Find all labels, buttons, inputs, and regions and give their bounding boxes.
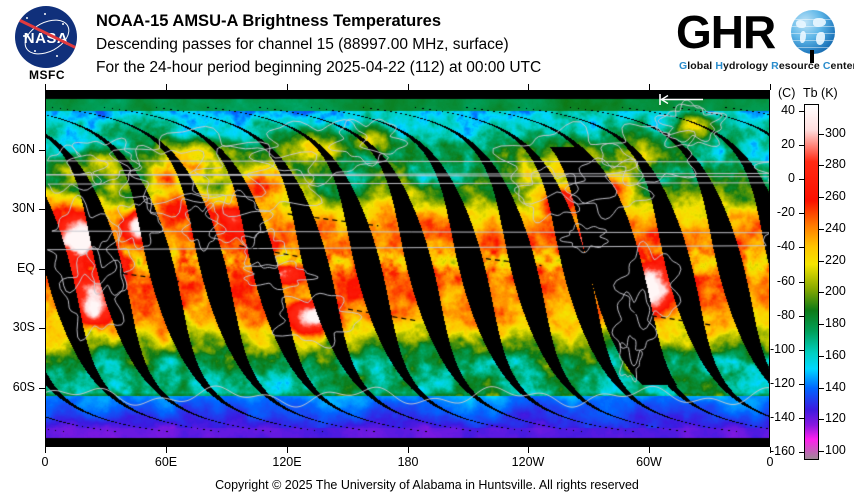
axis-tick-longitude (287, 447, 288, 453)
colorbar-label-kelvin: 160 (825, 348, 846, 362)
colorbar-label-celsius: 40 (781, 103, 795, 117)
axis-label-longitude: 0 (41, 455, 49, 469)
colorbar-label-celsius: -60 (776, 274, 795, 288)
colorbar-label-kelvin: 200 (825, 284, 846, 298)
colorbar-label-kelvin: 240 (825, 221, 846, 235)
axis-tick-latitude (39, 388, 45, 389)
globe-stand (810, 50, 814, 63)
colorbar-tick-kelvin (818, 388, 824, 389)
colorbar-label-celsius: -40 (776, 239, 795, 253)
colorbar-label-kelvin: 100 (825, 443, 846, 457)
colorbar-tick-kelvin (818, 356, 824, 357)
colorbar-label-kelvin: 120 (825, 411, 846, 425)
copyright-footer: Copyright © 2025 The University of Alaba… (215, 478, 639, 492)
colorbar-label-celsius: -100 (769, 342, 795, 356)
ghrc-tagline: Global Hydrology Resource Center (679, 60, 854, 72)
axis-tick-longitude-top (166, 84, 167, 90)
colorbar-label-kelvin: 220 (825, 253, 846, 267)
colorbar-tick-celsius (799, 282, 805, 283)
colorbar-label-kelvin: 140 (825, 380, 846, 394)
colorbar-label-kelvin: 260 (825, 189, 846, 203)
colorbar-kelvin-header: Tb (K) (803, 86, 838, 100)
colorbar-tick-kelvin (818, 229, 824, 230)
colorbar (804, 104, 819, 460)
axis-tick-longitude (528, 447, 529, 453)
axis-tick-longitude-top (287, 84, 288, 90)
axis-tick-latitude (39, 328, 45, 329)
map-plot-area[interactable] (45, 90, 770, 447)
colorbar-label-kelvin: 180 (825, 316, 846, 330)
colorbar-tick-celsius (799, 384, 805, 385)
nasa-msfc-logo: NASA MSFC (8, 6, 86, 84)
axis-label-longitude: 120E (272, 455, 302, 469)
colorbar-tick-kelvin (818, 197, 824, 198)
axis-label-longitude: 60E (154, 455, 178, 469)
colorbar-label-celsius: 20 (781, 137, 795, 151)
title-block: NOAA-15 AMSU-A Brightness Temperatures D… (96, 10, 616, 79)
ghrc-wordmark: GHR (676, 6, 776, 58)
axis-tick-longitude (166, 447, 167, 453)
colorbar-celsius-header: (C) (778, 86, 796, 100)
axis-tick-latitude (39, 209, 45, 210)
colorbar-tick-celsius (799, 452, 805, 453)
colorbar-tick-celsius (799, 213, 805, 214)
globe-icon (791, 10, 835, 54)
colorbar-tick-celsius (799, 247, 805, 248)
axis-label-longitude: 0 (766, 455, 774, 469)
axis-label-longitude: 180 (397, 455, 419, 469)
axis-tick-longitude-top (45, 84, 46, 90)
subtitle-period: For the 24-hour period beginning 2025-04… (96, 59, 542, 76)
axis-tick-longitude-top (770, 84, 771, 90)
colorbar-tick-celsius (799, 316, 805, 317)
axis-tick-latitude (39, 269, 45, 270)
nasa-wordmark: NASA (23, 30, 69, 47)
axis-tick-longitude-top (649, 84, 650, 90)
page-title: NOAA-15 AMSU-A Brightness Temperatures (96, 12, 442, 30)
colorbar-tick-celsius (799, 179, 805, 180)
colorbar-tick-kelvin (818, 134, 824, 135)
axis-label-longitude: 60W (636, 455, 662, 469)
nasa-meatball-icon: NASA (15, 6, 77, 68)
colorbar-tick-kelvin (818, 165, 824, 166)
colorbar-tick-kelvin (818, 451, 824, 452)
axis-tick-longitude-top (528, 84, 529, 90)
ghrc-logo: GHR Global Hydrology Resource Center (676, 6, 854, 80)
colorbar-tick-celsius (799, 145, 805, 146)
colorbar-label-kelvin: 280 (825, 157, 846, 171)
colorbar-tick-kelvin (818, 419, 824, 420)
axis-tick-longitude (770, 447, 771, 453)
colorbar-tick-kelvin (818, 261, 824, 262)
axis-tick-longitude (408, 447, 409, 453)
colorbar-tick-kelvin (818, 292, 824, 293)
axis-label-latitude: 60N (12, 142, 35, 156)
subtitle-channel: Descending passes for channel 15 (88997.… (96, 36, 509, 53)
colorbar-tick-celsius (799, 350, 805, 351)
axis-label-latitude: 60S (12, 380, 35, 394)
axis-tick-longitude (45, 447, 46, 453)
axis-tick-latitude (39, 150, 45, 151)
colorbar-tick-kelvin (818, 324, 824, 325)
colorbar-label-celsius: -140 (769, 410, 795, 424)
colorbar-gradient (805, 105, 818, 459)
colorbar-label-celsius: -120 (769, 376, 795, 390)
nasa-stars (15, 6, 77, 68)
colorbar-label-kelvin: 300 (825, 126, 846, 140)
colorbar-label-celsius: -160 (769, 444, 795, 458)
axis-label-latitude: 30N (12, 201, 35, 215)
axis-label-longitude: 120W (511, 455, 545, 469)
axis-label-latitude: EQ (16, 261, 35, 275)
axis-tick-longitude (649, 447, 650, 453)
swath-direction-arrow-icon (659, 94, 703, 105)
colorbar-label-celsius: -80 (776, 308, 795, 322)
axis-tick-longitude-top (408, 84, 409, 90)
axis-label-latitude: 30S (12, 320, 35, 334)
nasa-center-label: MSFC (29, 68, 65, 82)
colorbar-tick-celsius (799, 418, 805, 419)
brightness-temperature-map[interactable] (46, 91, 769, 446)
colorbar-tick-celsius (799, 111, 805, 112)
colorbar-label-celsius: 0 (788, 171, 795, 185)
colorbar-label-celsius: -20 (776, 205, 795, 219)
